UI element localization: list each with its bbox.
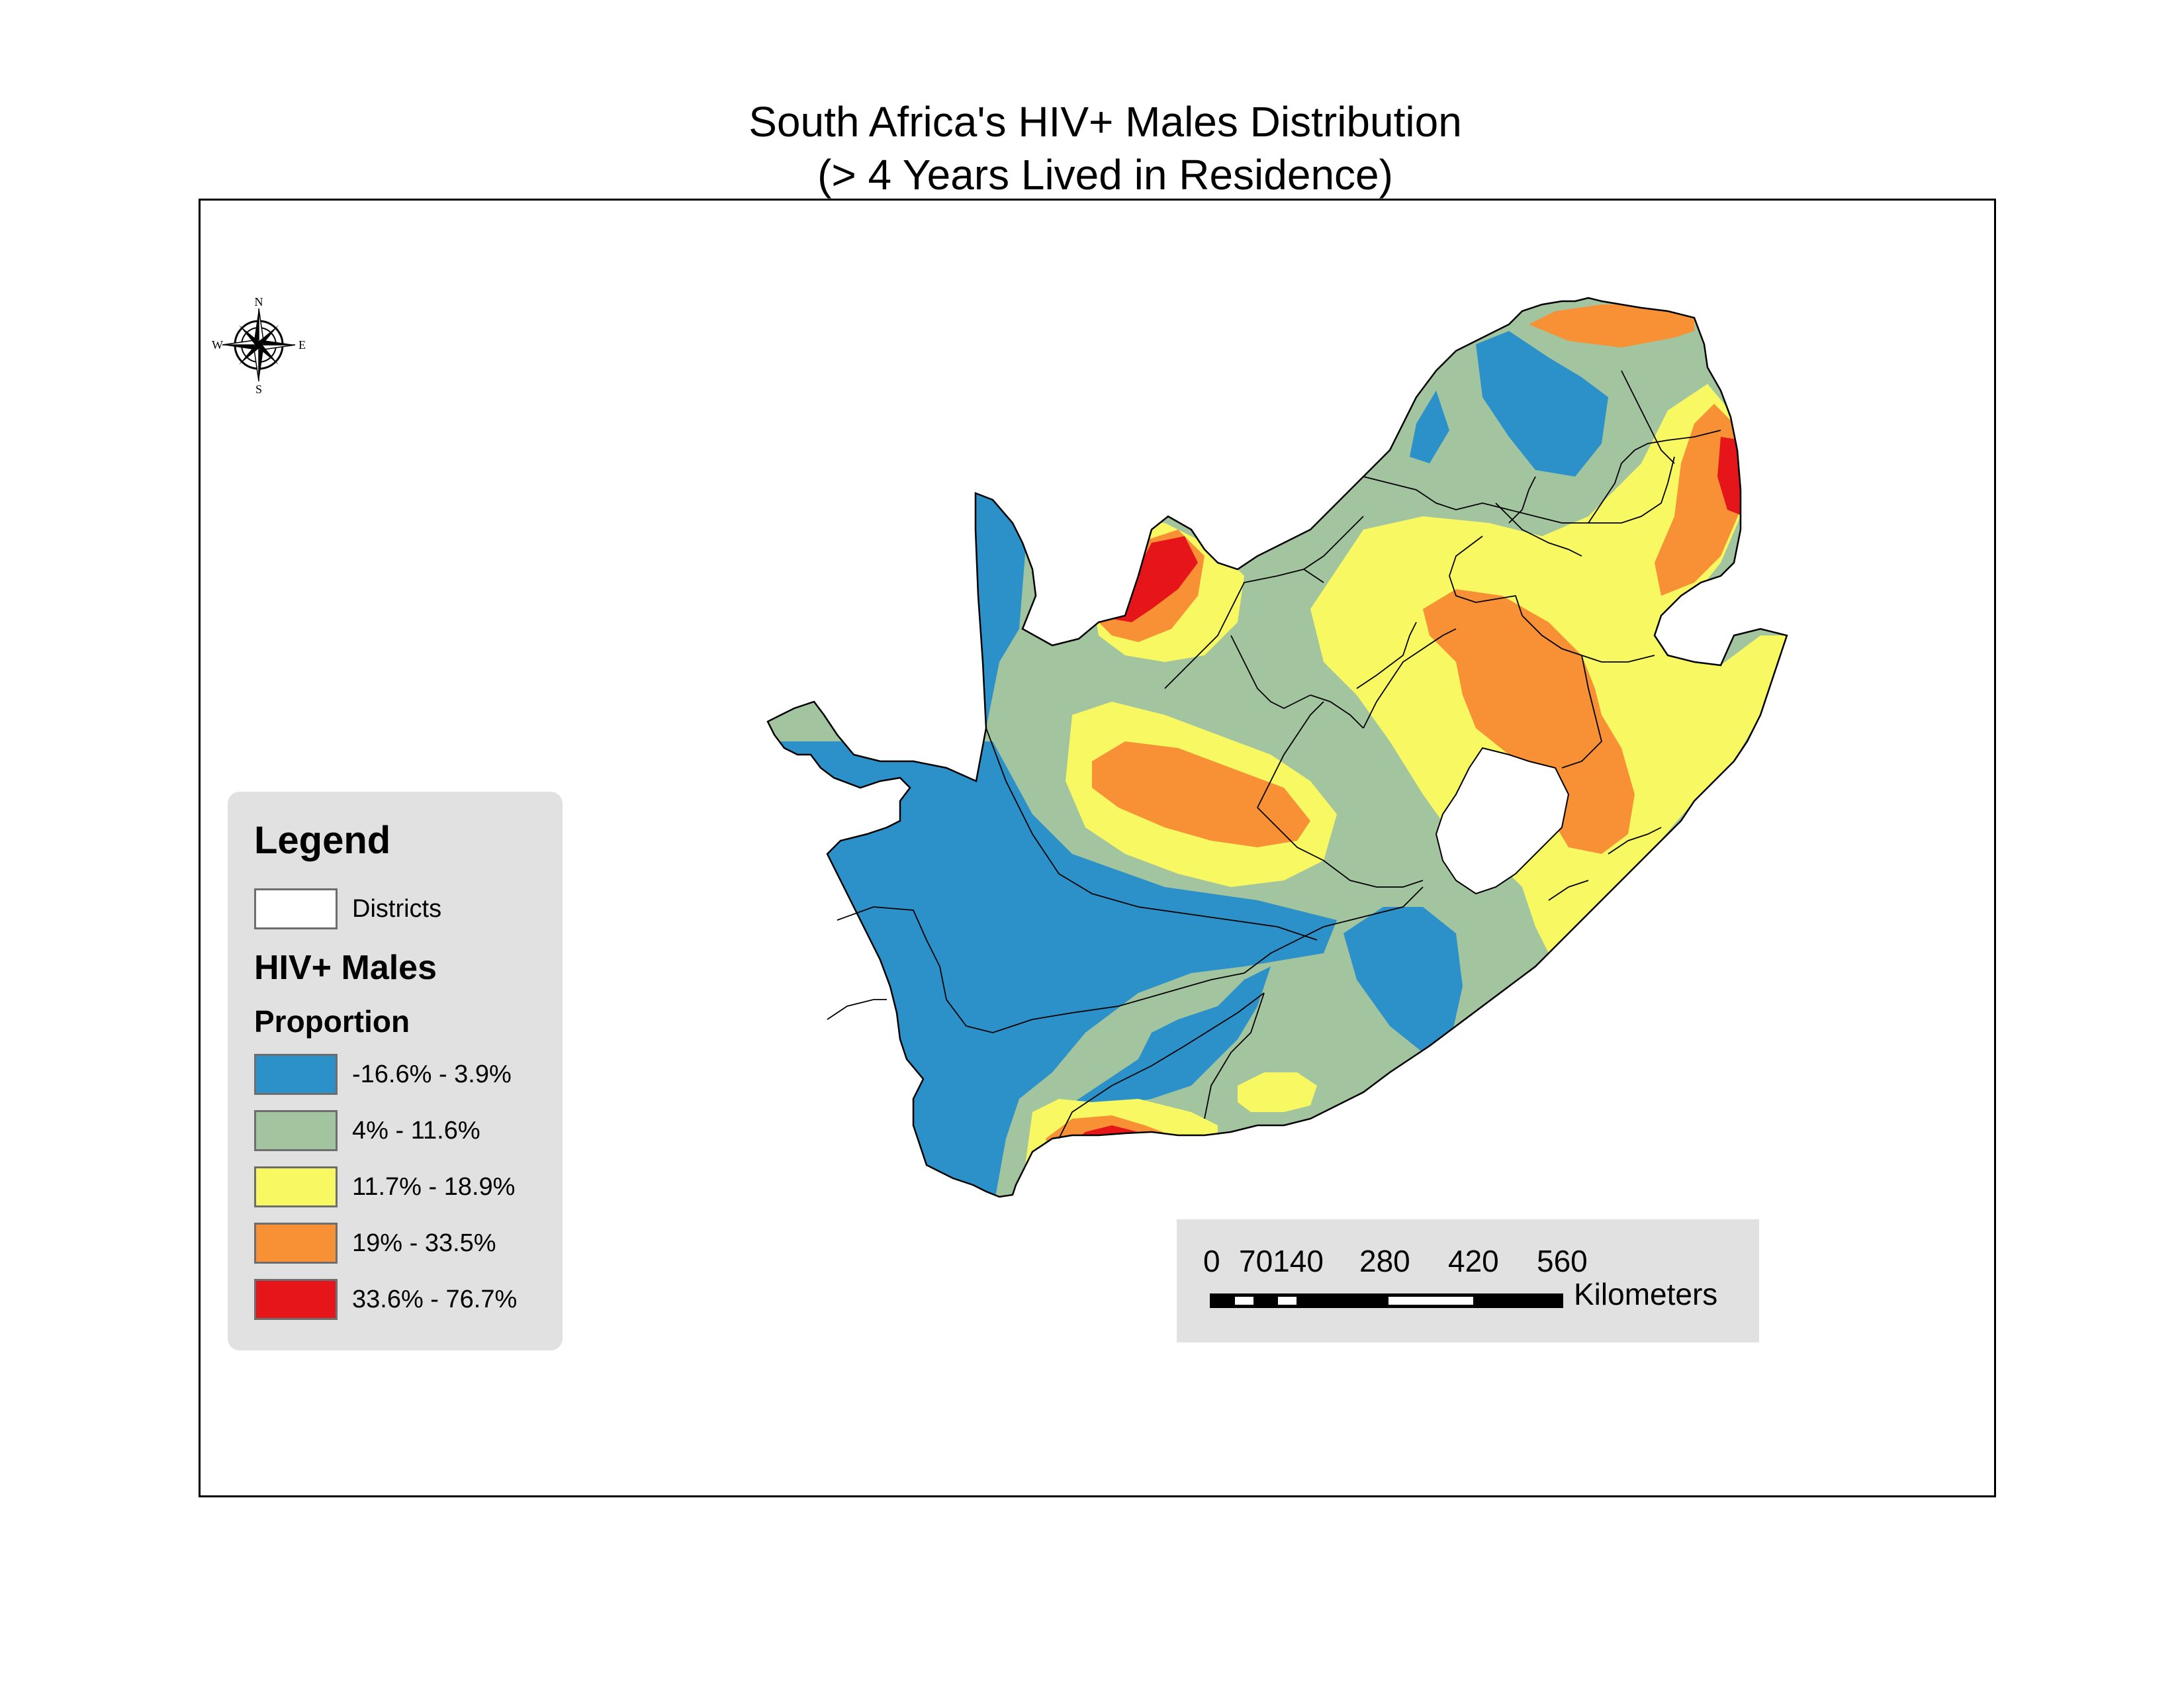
legend-label-class-4: 19% - 33.5% — [352, 1229, 496, 1257]
map-title-line2: (> 4 Years Lived in Residence) — [817, 151, 1393, 199]
legend-swatch-class-4 — [254, 1223, 338, 1264]
legend-label-class-1: -16.6% - 3.9% — [352, 1060, 512, 1088]
scale-tick-0: 0 — [1203, 1244, 1220, 1278]
scale-unit-label: Kilometers — [1574, 1277, 1718, 1311]
scale-tick-420: 420 — [1448, 1244, 1499, 1278]
scale-tick-560: 560 — [1537, 1244, 1588, 1278]
scale-bar-panel: 0 70140 280 420 560 Kilometers — [1177, 1219, 1759, 1342]
compass-s-label: S — [255, 383, 262, 395]
compass-w-label: W — [212, 338, 223, 352]
legend-label-class-5: 33.6% - 76.7% — [352, 1286, 518, 1313]
north-arrow-compass-icon: N S E W — [212, 295, 306, 395]
legend-swatch-class-3 — [254, 1166, 338, 1207]
legend-title: Legend — [254, 819, 391, 862]
compass-e-label: E — [298, 338, 306, 352]
legend-panel: Legend Districts HIV+ Males Proportion -… — [228, 792, 563, 1350]
legend-label-class-2: 4% - 11.6% — [352, 1117, 480, 1145]
legend-field-name: Proportion — [254, 1004, 410, 1039]
map-frame — [199, 199, 1996, 1497]
legend-swatch-class-5 — [254, 1279, 338, 1320]
compass-n-label: N — [255, 295, 263, 308]
legend-swatch-class-2 — [254, 1110, 338, 1151]
legend-swatch-class-1 — [254, 1054, 338, 1095]
scale-tick-280: 280 — [1359, 1244, 1410, 1278]
scale-bar-graphic — [1210, 1293, 1563, 1308]
scale-tick-70-140: 70140 — [1239, 1244, 1324, 1278]
map-title-line1: South Africa's HIV+ Males Distribution — [749, 98, 1462, 146]
legend-label-class-3: 11.7% - 18.9% — [352, 1173, 516, 1201]
legend-label-districts: Districts — [352, 895, 442, 923]
legend-swatch-districts — [254, 888, 338, 929]
legend-layer-name: HIV+ Males — [254, 949, 437, 987]
